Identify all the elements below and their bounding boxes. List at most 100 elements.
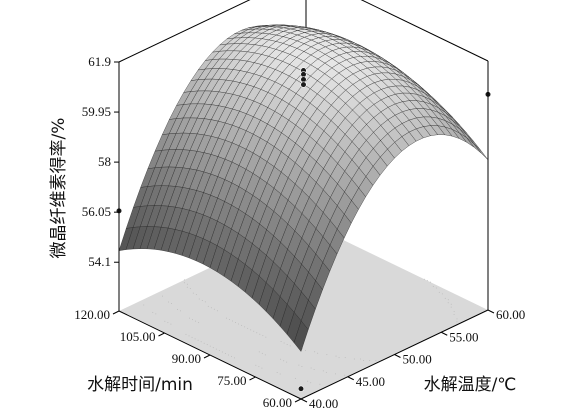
floor-contour-dot: [314, 351, 316, 353]
floor-contour-dot: [207, 305, 209, 307]
floor-contour-dot: [241, 324, 243, 326]
floor-contour-dot: [335, 355, 337, 357]
surface-cell: [466, 137, 481, 153]
floor-contour-dot: [143, 304, 145, 306]
y-tick-label: 50.00: [403, 352, 432, 367]
floor-contour-dot: [228, 319, 230, 321]
y-axis-title: 水解温度/℃: [424, 375, 517, 395]
floor-contour-dot: [200, 341, 202, 343]
floor-contour-dot: [344, 374, 346, 376]
floor-contour-dot: [244, 326, 246, 328]
floor-contour-dot: [317, 352, 319, 354]
x-tick-mark: [294, 398, 302, 403]
floor-contour-dot: [180, 310, 181, 312]
floor-contour-dot: [438, 291, 440, 293]
floor-contour-dot: [363, 359, 365, 361]
y-tick-label: 55.00: [449, 329, 478, 344]
floor-contour-dot: [231, 320, 233, 322]
floor-contour-dot: [325, 371, 327, 373]
floor-contour-dot: [313, 368, 315, 370]
floor-contour-dot: [204, 301, 206, 303]
floor-contour-dot: [301, 366, 303, 368]
x-tick-label: 120.00: [74, 307, 110, 322]
floor-contour-dot: [206, 344, 208, 346]
floor-contour-dot: [261, 367, 263, 369]
floor-contour-dot: [189, 288, 191, 290]
floor-contour-dot: [198, 298, 200, 300]
y-tick-label: 60.00: [496, 307, 525, 322]
floor-contour-dot: [261, 352, 263, 354]
floor-contour-dot: [283, 360, 285, 362]
floor-contour-dot: [170, 323, 172, 325]
floor-contour-dot: [453, 311, 455, 313]
floor-contour-dot: [447, 299, 449, 301]
floor-contour-dot: [176, 308, 178, 310]
x-tick-label: 75.00: [217, 373, 246, 388]
floor-contour-dot: [441, 293, 443, 295]
floor-contour-dot: [247, 327, 249, 329]
floor-contour-dot: [294, 377, 296, 379]
x-tick-mark: [203, 354, 211, 359]
axis-ticks: 54.1 56.05 58 59.95 61.9 60.00 75.00 90.00 105.0…: [74, 54, 525, 411]
floor-contour-dot: [189, 317, 191, 319]
design-point: [300, 71, 307, 78]
design-point: [300, 76, 307, 83]
floor-contour-dot: [262, 335, 264, 337]
floor-contour-dot: [164, 320, 166, 322]
floor-contour-dot: [235, 321, 237, 323]
floor-contour-dot: [326, 354, 328, 356]
floor-contour-dot: [186, 283, 188, 285]
floor-contour-dot: [197, 339, 199, 341]
floor-contour-dot: [195, 320, 197, 322]
x-axis-title: 水解时间/min: [87, 375, 193, 395]
floor-contour-dot: [301, 348, 303, 350]
floor-contour-dot: [185, 333, 187, 335]
floor-contour-dot: [447, 302, 449, 304]
floor-contour-dot: [344, 357, 346, 359]
floor-contour-dot: [238, 323, 240, 325]
floor-contour-dot: [209, 345, 211, 347]
floor-contour-dot: [304, 349, 306, 351]
z-tick-label: 56.05: [82, 204, 111, 219]
floor-contour-dot: [432, 286, 434, 288]
floor-contour-dot: [224, 352, 226, 354]
floor-contour-dot: [259, 333, 261, 335]
floor-contour-dot: [167, 301, 169, 303]
floor-contour-dot: [298, 364, 300, 366]
x-tick-mark: [112, 310, 120, 315]
y-tick-mark: [347, 376, 354, 381]
floor-contour-dot: [201, 299, 203, 301]
floor-contour-dot: [353, 358, 355, 360]
floor-contour-dot: [286, 361, 288, 363]
floor-contour-dot: [423, 278, 425, 280]
floor-contour-dot: [335, 373, 337, 375]
design-point: [300, 81, 307, 88]
surface-cell: [473, 143, 489, 160]
floor-contour-dot: [227, 354, 229, 356]
floor-contour-dot: [221, 351, 223, 353]
floor-contour-dot: [194, 338, 196, 340]
floor-contour-dot: [444, 297, 446, 299]
floor-contour-dot: [210, 307, 212, 309]
floor-contour-dot: [375, 359, 377, 361]
floor-contour-dot: [192, 319, 194, 321]
floor-contour-dot: [191, 336, 193, 338]
floor-contour-dot: [258, 366, 260, 368]
floor-contour-dot: [429, 281, 431, 283]
y-tick-mark: [300, 398, 308, 403]
floor-contour-dot: [203, 342, 205, 344]
floor-contour-dot: [170, 302, 172, 304]
z-tick-label: 54.1: [88, 254, 111, 269]
floor-contour-dot: [322, 370, 324, 372]
back-top-edge-left: [118, 0, 251, 63]
floor-contour-dot: [183, 279, 185, 281]
floor-contour-dot: [256, 332, 258, 334]
floor-contour-dot: [280, 341, 282, 343]
floor-contour-dot: [152, 311, 154, 313]
floor-contour-dot: [258, 351, 260, 353]
x-tick-label: 105.00: [120, 329, 156, 344]
floor-contour-dot: [213, 308, 215, 310]
floor-contour-dot: [360, 358, 362, 360]
floor-contour-dot: [198, 322, 200, 324]
y-tick-mark: [487, 309, 495, 314]
